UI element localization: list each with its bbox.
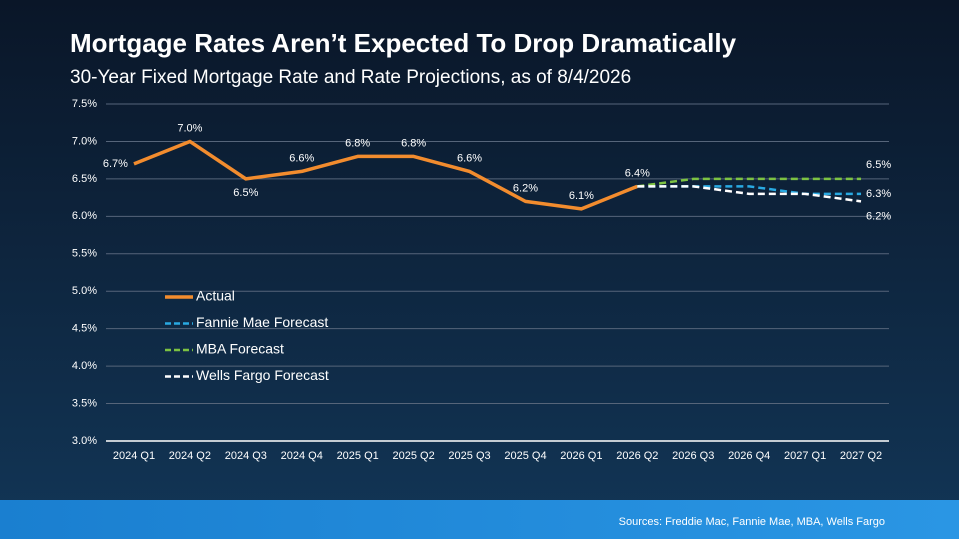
data-label: 6.2% (513, 182, 538, 194)
y-tick-label: 6.0% (72, 210, 97, 222)
x-tick-label: 2025 Q3 (448, 450, 490, 462)
chart-title: Mortgage Rates Aren’t Expected To Drop D… (70, 28, 737, 58)
data-label: 6.8% (401, 137, 426, 149)
y-tick-label: 4.5% (72, 323, 97, 335)
series-line (637, 185, 862, 203)
data-label: 6.8% (345, 137, 370, 149)
data-label: 7.0% (177, 122, 202, 134)
legend-label: Fannie Mae Forecast (196, 314, 328, 330)
x-tick-label: 2027 Q2 (840, 450, 882, 462)
data-label: 6.1% (569, 190, 594, 202)
x-tick-label: 2026 Q2 (616, 450, 658, 462)
x-tick-label: 2025 Q1 (337, 450, 379, 462)
x-tick-label: 2025 Q4 (504, 450, 546, 462)
y-tick-label: 7.5% (72, 98, 97, 110)
y-tick-label: 3.0% (72, 435, 97, 447)
x-tick-label: 2025 Q2 (393, 450, 435, 462)
x-tick-label: 2027 Q1 (784, 450, 826, 462)
y-tick-label: 5.5% (72, 248, 97, 260)
y-tick-label: 6.5% (72, 173, 97, 185)
legend-label: Actual (196, 288, 235, 304)
data-label: 6.5% (866, 159, 891, 171)
data-label: 6.3% (866, 188, 891, 200)
y-tick-label: 3.5% (72, 397, 97, 409)
series-line (637, 177, 862, 188)
x-tick-label: 2024 Q2 (169, 450, 211, 462)
data-label: 6.5% (233, 187, 258, 199)
x-tick-label: 2026 Q1 (560, 450, 602, 462)
x-tick-label: 2024 Q4 (281, 450, 323, 462)
y-tick-label: 7.0% (72, 135, 97, 147)
data-label: 6.4% (625, 167, 650, 179)
data-label: 6.2% (866, 210, 891, 222)
x-tick-label: 2026 Q4 (728, 450, 770, 462)
data-label: 6.6% (289, 152, 314, 164)
legend-label: MBA Forecast (196, 341, 284, 357)
data-label: 6.7% (103, 158, 128, 170)
x-tick-label: 2024 Q1 (113, 450, 155, 462)
x-tick-label: 2024 Q3 (225, 450, 267, 462)
data-label: 6.6% (457, 152, 482, 164)
source: Sources: Freddie Mac, Fannie Mae, MBA, W… (619, 516, 885, 528)
y-tick-label: 4.0% (72, 360, 97, 372)
x-tick-label: 2026 Q3 (672, 450, 714, 462)
series-line (133, 139, 638, 211)
chart-subtitle: 30-Year Fixed Mortgage Rate and Rate Pro… (70, 67, 631, 88)
y-tick-label: 5.0% (72, 285, 97, 297)
footer-band (0, 500, 959, 539)
legend-label: Wells Fargo Forecast (196, 367, 329, 383)
